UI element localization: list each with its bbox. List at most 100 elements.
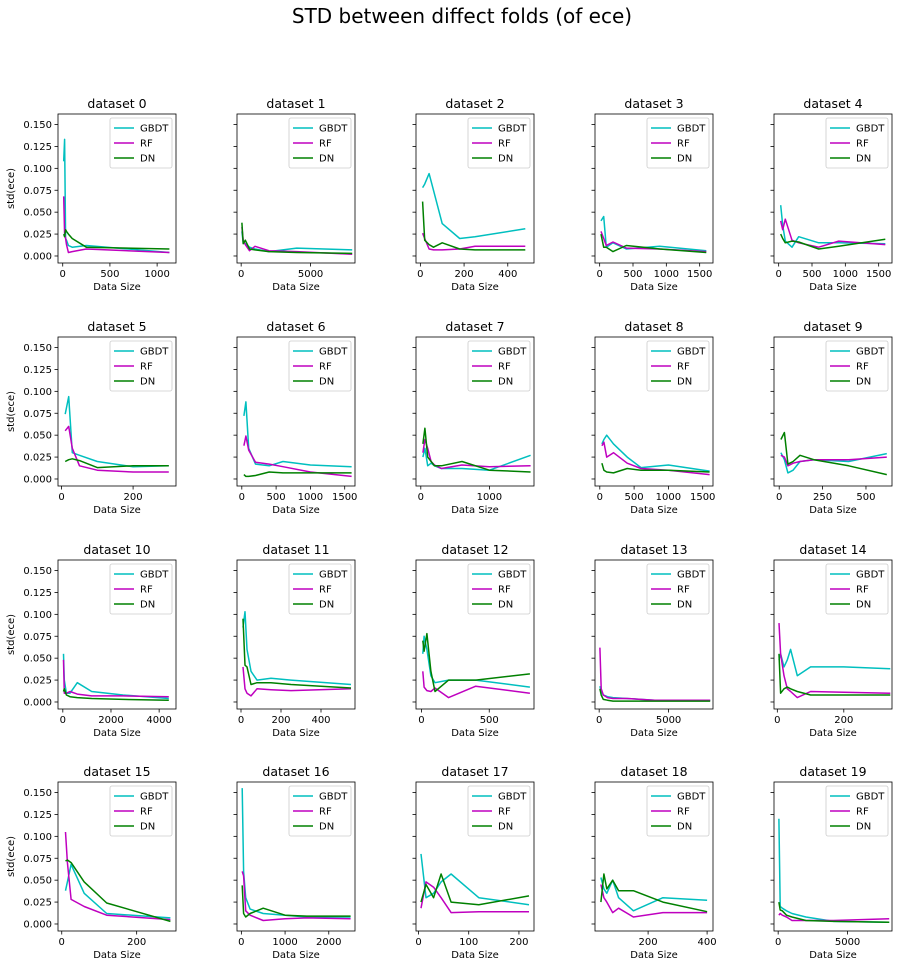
legend-label: DN <box>498 154 513 165</box>
y-tick-label: 0.125 <box>23 810 52 821</box>
legend-label: GBDT <box>677 124 706 135</box>
subplot-title: dataset 9 <box>803 319 862 334</box>
series-line-dn <box>601 462 710 474</box>
legend-label: DN <box>498 377 513 388</box>
x-tick-label: 0 <box>239 492 245 503</box>
series-line-dn <box>420 873 530 906</box>
subplot-dataset-0: dataset 0 0.000 0.025 0.050 0.075 0.100 0.125 0… <box>6 96 177 293</box>
x-tick-label: 4000 <box>146 715 171 726</box>
subplot-dataset-12: dataset 12 0 500 Data Size GBDT RF DN <box>412 542 535 739</box>
x-axis-label: Data Size <box>809 950 857 961</box>
legend-box <box>467 117 531 169</box>
y-tick-label: 0.025 <box>23 676 52 687</box>
y-tick-label: 0.025 <box>23 453 52 464</box>
y-tick-label: 0.025 <box>23 230 52 241</box>
series-line-dn <box>62 228 170 250</box>
legend-label: GBDT <box>319 792 348 803</box>
series-line-dn <box>62 688 169 701</box>
x-tick-label: 500 <box>267 492 286 503</box>
series-line-gbdt <box>778 648 891 677</box>
axes-frame <box>594 336 714 487</box>
legend-label: GBDT <box>319 124 348 135</box>
x-tick-label: 5000 <box>835 937 860 948</box>
legend-label: RF <box>856 807 869 818</box>
series-line-dn <box>599 688 711 702</box>
legend-label: DN <box>319 154 334 165</box>
subplot-title: dataset 18 <box>620 764 687 779</box>
subplot-title: dataset 1 <box>266 96 325 111</box>
y-tick-label: 0.125 <box>23 588 52 599</box>
series-line-rf <box>778 623 891 699</box>
x-axis-label: Data Size <box>272 282 320 293</box>
x-tick-label: 0 <box>59 937 65 948</box>
x-axis-label: Data Size <box>272 505 320 516</box>
legend-label: GBDT <box>319 347 348 358</box>
series-line-gbdt <box>242 610 352 686</box>
x-tick-label: 0 <box>418 715 424 726</box>
y-tick-label: 0.100 <box>23 610 52 621</box>
y-tick-label: 0.125 <box>23 365 52 376</box>
legend-label: GBDT <box>677 570 706 581</box>
series-line-gbdt <box>64 863 171 919</box>
x-tick-label: 0 <box>775 269 781 280</box>
series-line-gbdt <box>243 401 352 468</box>
series-line-rf <box>62 196 170 254</box>
y-tick-label: 0.100 <box>23 387 52 398</box>
legend-box <box>825 117 889 169</box>
legend-label: DN <box>498 600 513 611</box>
legend-label: GBDT <box>856 124 885 135</box>
x-tick-label: 5000 <box>656 715 681 726</box>
subplot-grid: dataset 0 0.000 0.025 0.050 0.075 0.100 0.125 0… <box>6 96 893 961</box>
y-tick-label: 0.100 <box>23 832 52 843</box>
subplot-dataset-15: dataset 15 0.000 0.025 0.050 0.075 0.100 0.125… <box>6 764 177 961</box>
legend-label: GBDT <box>498 124 527 135</box>
x-axis-label: Data Size <box>272 728 320 739</box>
series-line-rf <box>600 884 708 918</box>
subplot-title: dataset 16 <box>262 764 329 779</box>
series-line-rf <box>779 218 886 248</box>
legend: GBDT RF DN <box>109 117 173 169</box>
legend-label: DN <box>677 822 692 833</box>
axes-frame <box>415 336 535 487</box>
subplot-title: dataset 11 <box>262 542 329 557</box>
x-tick-label: 200 <box>509 937 528 948</box>
axes-frame <box>415 781 535 932</box>
x-tick-label: 0 <box>775 937 781 948</box>
legend-box <box>109 785 173 837</box>
subplot-title: dataset 10 <box>83 542 150 557</box>
legend: GBDT RF DN <box>288 117 352 169</box>
legend: GBDT RF DN <box>646 117 710 169</box>
legend-label: DN <box>319 822 334 833</box>
axes-frame <box>773 113 893 264</box>
axes-frame <box>594 559 714 710</box>
legend-label: RF <box>319 362 332 373</box>
x-tick-label: 1000 <box>654 269 679 280</box>
x-tick-label: 1000 <box>144 269 169 280</box>
legend: GBDT RF DN <box>646 785 710 837</box>
legend-label: GBDT <box>498 792 527 803</box>
legend-label: GBDT <box>140 124 169 135</box>
subplot-title: dataset 3 <box>624 96 683 111</box>
legend-box <box>109 563 173 615</box>
x-tick-label: 0 <box>58 492 64 503</box>
subplot-title: dataset 19 <box>799 764 866 779</box>
legend-label: GBDT <box>498 570 527 581</box>
y-tick-label: 0.075 <box>23 409 52 420</box>
y-tick-label: 0.000 <box>23 919 52 930</box>
x-tick-label: 0 <box>415 937 421 948</box>
x-tick-label: 0 <box>238 269 244 280</box>
legend: GBDT RF DN <box>825 785 889 837</box>
x-axis-label: Data Size <box>93 282 141 293</box>
x-axis-label: Data Size <box>272 950 320 961</box>
x-tick-label: 1000 <box>477 492 502 503</box>
axes-frame <box>773 559 893 710</box>
legend-label: DN <box>677 377 692 388</box>
subplot-dataset-1: dataset 1 0 5000 Data Size GBDT RF DN <box>233 96 356 293</box>
y-tick-label: 0.050 <box>23 431 52 442</box>
legend-label: RF <box>677 585 690 596</box>
y-tick-label: 0.125 <box>23 142 52 153</box>
subplot-dataset-11: dataset 11 0 200 400 Data Size GBDT RF DN <box>233 542 356 739</box>
x-axis-label: Data Size <box>451 282 499 293</box>
x-tick-label: 250 <box>813 492 832 503</box>
